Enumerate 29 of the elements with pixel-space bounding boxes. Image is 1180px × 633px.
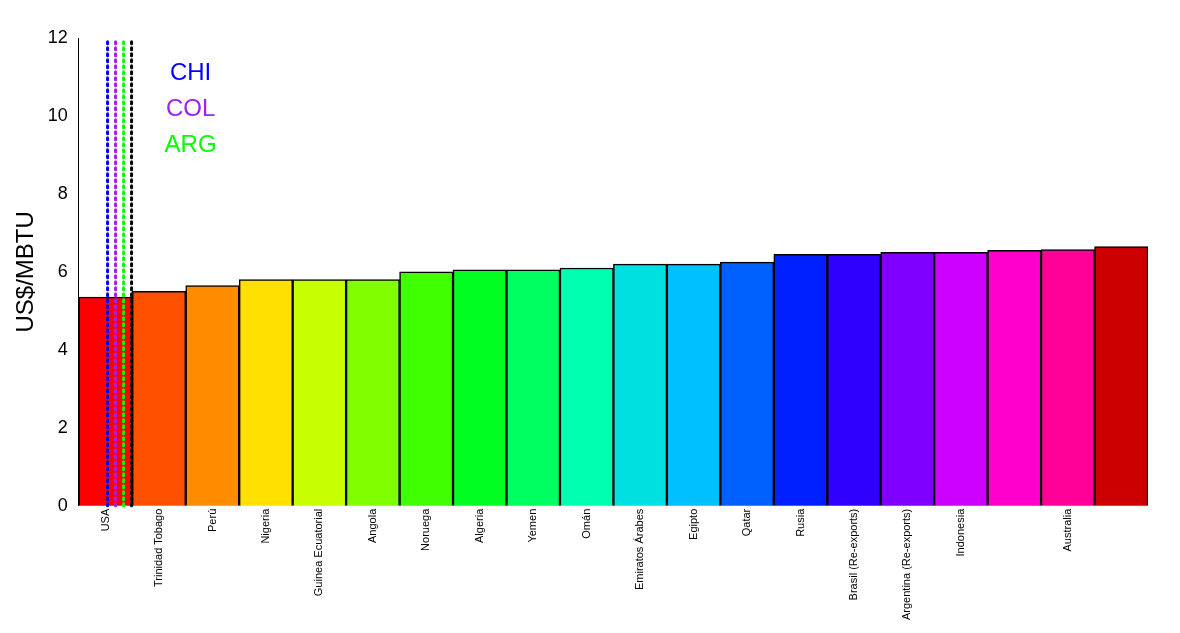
- ref-line-label: CHI: [169, 57, 212, 85]
- y-tick-label: 10: [47, 104, 68, 125]
- y-tick-label: 0: [57, 494, 68, 515]
- y-tick-label: 4: [57, 338, 68, 359]
- y-tick-label: 12: [47, 26, 68, 47]
- x-tick-label: Rusia: [793, 507, 806, 537]
- x-tick-label: Perú: [205, 508, 218, 532]
- x-tick-label: Nigeria: [258, 507, 271, 544]
- x-tick-label: USA: [98, 508, 111, 532]
- x-tick-label: Algeria: [472, 507, 485, 543]
- ref-line-label: COL: [165, 93, 216, 121]
- x-tick-label: Argentina (Re-exports): [900, 508, 913, 621]
- x-tick-label: Egipto: [686, 508, 699, 540]
- x-tick-label: Angola: [365, 507, 378, 543]
- x-tick-label: Guinea Ecuatorial: [312, 508, 325, 597]
- y-tick-label: 6: [57, 260, 68, 281]
- x-tick-label: Indonesia: [953, 507, 966, 557]
- x-tick-label: Brasil (Re-exports): [847, 508, 860, 601]
- y-tick-label: 2: [57, 416, 68, 437]
- x-tick-label: Noruega: [419, 507, 432, 551]
- y-axis-title: US$/MBTU: [11, 211, 39, 333]
- x-tick-label: Emiratos Árabes: [633, 508, 646, 591]
- x-tick-label: Yemen: [526, 508, 539, 543]
- y-tick-label: 8: [57, 182, 68, 203]
- x-tick-label: Trinidad Tobago: [152, 508, 165, 588]
- x-tick-label: Qatar: [740, 508, 753, 537]
- x-tick-label: Australia: [1060, 507, 1073, 552]
- x-tick-label: Omán: [579, 508, 592, 539]
- ref-line-label: ARG: [164, 129, 217, 157]
